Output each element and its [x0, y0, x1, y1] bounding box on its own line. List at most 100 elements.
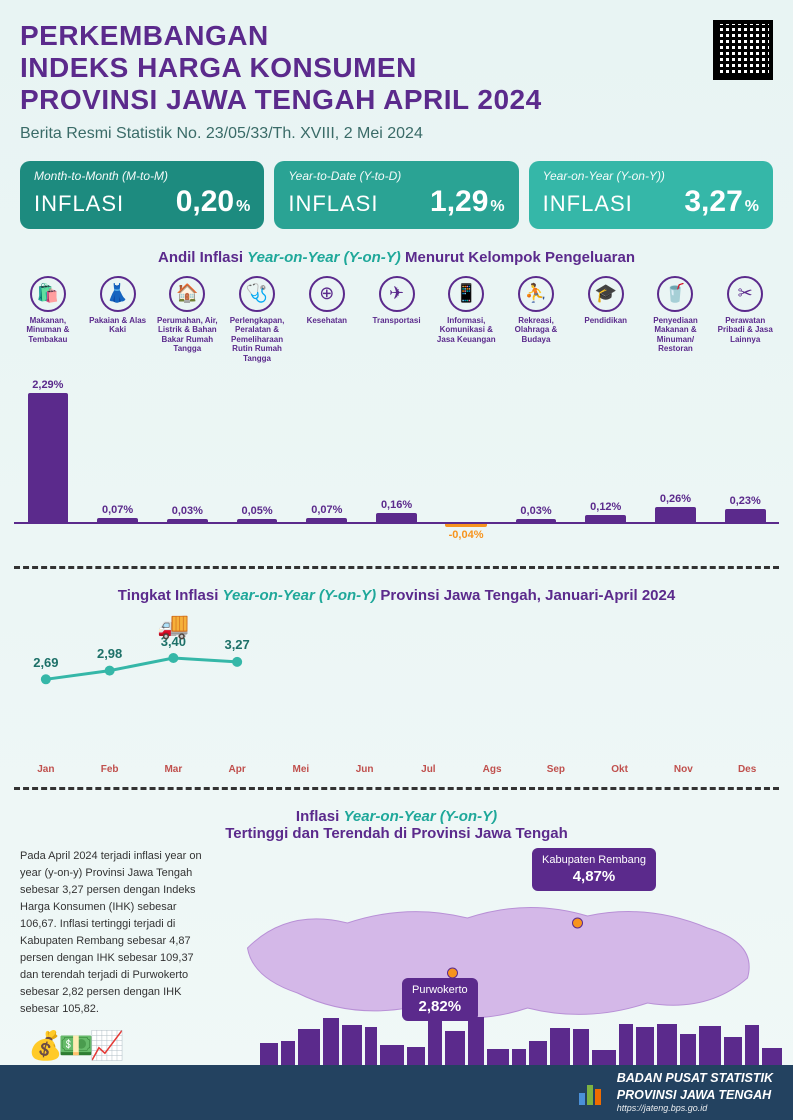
line-point-label: 3,27	[224, 637, 249, 652]
neg-slot	[223, 524, 293, 554]
stat-card: Year-to-Date (Y-to-D) INFLASI 1,29%	[274, 161, 518, 229]
bar	[28, 393, 69, 521]
bar	[306, 518, 347, 522]
bar-value-label: 0,07%	[102, 504, 133, 516]
category-label: Pendidikan	[584, 316, 627, 360]
bar-value-label: 0,26%	[660, 493, 691, 505]
neg-slot	[640, 524, 710, 554]
callout-low-value: 2,82%	[412, 997, 468, 1017]
skyline-rect	[468, 1017, 484, 1065]
callout-high-value: 4,87%	[542, 867, 646, 887]
category-label: Perlengkapan, Peralatan & Pemeliharaan R…	[223, 316, 291, 364]
bar-slot: 0,03%	[153, 364, 221, 522]
map-title-pre: Inflasi	[296, 808, 344, 825]
neg-slot	[501, 524, 571, 554]
skyline-rect	[592, 1050, 616, 1065]
bar-slot: 0,12%	[572, 364, 640, 522]
month-label: Apr	[205, 764, 269, 775]
category-label: Perawatan Pribadi & Jasa Lainnya	[711, 316, 779, 360]
category-icon: 👗	[100, 276, 136, 312]
line-chart-wrap: 2,692,983,403,27 🚚 JanFebMarAprMeiJunJul…	[0, 610, 793, 775]
stat-label: Year-to-Date (Y-to-D)	[288, 169, 504, 183]
footer-url: https://jateng.bps.go.id	[617, 1103, 773, 1115]
divider-2	[14, 787, 779, 790]
skyline-rect	[342, 1025, 362, 1065]
category-label: Rekreasi, Olahraga & Budaya	[502, 316, 570, 360]
category-icon: ✈	[379, 276, 415, 312]
bar-value-label: 0,23%	[730, 495, 761, 507]
category: 🩺 Perlengkapan, Peralatan & Pemeliharaan…	[223, 276, 291, 364]
callout-high: Kabupaten Rembang 4,87%	[532, 848, 656, 892]
bar-value-label: 2,29%	[32, 379, 63, 391]
qr-code	[713, 20, 773, 80]
month-label: Nov	[652, 764, 716, 775]
stat-card: Month-to-Month (M-to-M) INFLASI 0,20%	[20, 161, 264, 229]
category-label: Transportasi	[373, 316, 421, 360]
andil-bar-chart: 2,29% 0,07% 0,03% 0,05% 0,07% 0,16% 0,03…	[14, 364, 779, 524]
divider-1	[14, 566, 779, 569]
skyline-rect	[487, 1049, 509, 1065]
bar	[516, 519, 557, 522]
stat-pct: %	[490, 198, 504, 215]
skyline-rect	[445, 1031, 465, 1065]
line-chart: 2,692,983,403,27 🚚	[14, 610, 779, 760]
category: 📱 Informasi, Komunikasi & Jasa Keuangan	[432, 276, 500, 364]
line-point-label: 2,98	[97, 646, 122, 661]
line-title-pre: Tingkat Inflasi	[118, 587, 223, 604]
stat-value: 3,27	[684, 185, 742, 218]
category: 🛍️ Makanan, Minuman & Tembakau	[14, 276, 82, 364]
bps-logo-icon	[575, 1077, 607, 1109]
neg-slot	[153, 524, 223, 554]
category-label: Kesehatan	[307, 316, 347, 360]
month-label: Des	[715, 764, 779, 775]
neg-slot: -0,04%	[431, 524, 501, 554]
stat-card: Year-on-Year (Y-on-Y)) INFLASI 3,27%	[529, 161, 773, 229]
category: ⛹ Rekreasi, Olahraga & Budaya	[502, 276, 570, 364]
andil-section-title: Andil Inflasi Year-on-Year (Y-on-Y) Menu…	[0, 243, 793, 272]
category-label: Perumahan, Air, Listrik & Bahan Bakar Ru…	[153, 316, 221, 360]
andil-title-em: Year-on-Year (Y-on-Y)	[247, 249, 401, 266]
category-label: Makanan, Minuman & Tembakau	[14, 316, 82, 360]
map-title-post: (Y-on-Y)	[436, 808, 497, 825]
footer: BADAN PUSAT STATISTIK PROVINSI JAWA TENG…	[0, 1065, 793, 1120]
skyline-rect	[619, 1024, 633, 1065]
bar-slot: 0,03%	[502, 364, 570, 522]
skyline-rect	[724, 1037, 742, 1065]
bar-value-label: 0,03%	[172, 505, 203, 517]
skyline-rect	[365, 1027, 377, 1065]
bar-slot: 0,26%	[642, 364, 710, 522]
skyline-rect	[745, 1025, 759, 1065]
skyline-deco	[0, 1015, 793, 1065]
stat-name: INFLASI	[543, 191, 633, 217]
line-point-label: 2,69	[33, 655, 58, 670]
neg-slot	[84, 524, 154, 554]
bar-value-label: 0,03%	[520, 505, 551, 517]
category: 👗 Pakaian & Alas Kaki	[84, 276, 152, 364]
category: 🏠 Perumahan, Air, Listrik & Bahan Bakar …	[153, 276, 221, 364]
bar	[376, 513, 417, 522]
bar	[237, 519, 278, 522]
skyline-rect	[260, 1043, 278, 1065]
category-icon: 📱	[448, 276, 484, 312]
neg-bar	[445, 524, 487, 527]
month-label: Jul	[397, 764, 461, 775]
neg-slot	[709, 524, 779, 554]
bar-value-label: 0,12%	[590, 501, 621, 513]
category-icon: 🛍️	[30, 276, 66, 312]
title-line-1: PERKEMBANGAN	[20, 20, 269, 51]
neg-slot	[292, 524, 362, 554]
andil-title-pre: Andil Inflasi	[158, 249, 247, 266]
skyline-rect	[699, 1026, 721, 1065]
bar-slot: 0,07%	[293, 364, 361, 522]
skyline-rect	[512, 1049, 526, 1065]
neg-slot	[362, 524, 432, 554]
bar	[655, 507, 696, 522]
category-icon: 🏠	[169, 276, 205, 312]
bar	[97, 518, 138, 522]
category-icon: 🩺	[239, 276, 275, 312]
line-title-post: Provinsi Jawa Tengah, Januari-April 2024	[376, 587, 675, 604]
skyline-rect	[323, 1018, 339, 1065]
andil-neg-area: -0,04%	[14, 524, 779, 554]
category: 🎓 Pendidikan	[572, 276, 640, 364]
bar	[167, 519, 208, 522]
